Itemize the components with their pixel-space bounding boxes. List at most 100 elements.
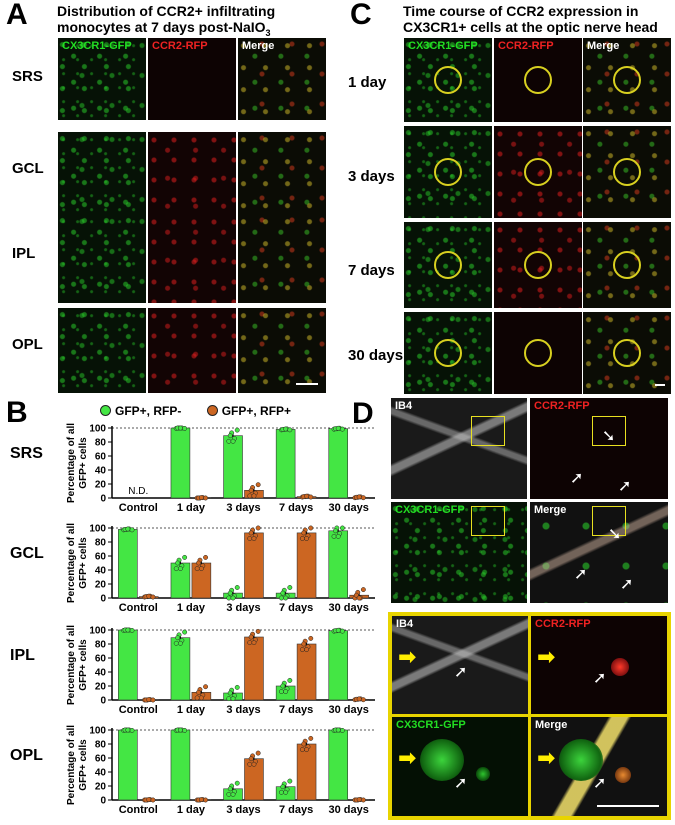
y-axis-label: GFP+ cells bbox=[78, 437, 89, 489]
sample-dot bbox=[198, 495, 204, 501]
sample-dot bbox=[339, 525, 345, 531]
x-tick-label: 3 days bbox=[226, 502, 260, 514]
sample-dot bbox=[230, 696, 236, 702]
bar-gfp-rfp-neg bbox=[328, 630, 349, 701]
sample-dot bbox=[335, 727, 341, 733]
panel-b-letter: B bbox=[6, 396, 28, 429]
zoom-box bbox=[471, 416, 505, 446]
panel-c-row-label: 3 days bbox=[348, 168, 395, 185]
sample-dot bbox=[280, 784, 286, 790]
sample-dot bbox=[226, 696, 232, 702]
sample-dot bbox=[173, 640, 179, 646]
nd-annotation: N.D. bbox=[128, 486, 148, 497]
panel-c-column-label: Merge bbox=[587, 40, 620, 52]
legend-green-dot bbox=[100, 405, 111, 416]
sample-dot bbox=[332, 528, 338, 534]
x-tick-label: 30 days bbox=[329, 704, 369, 716]
chart-row-label: OPL bbox=[10, 747, 43, 764]
sample-dot bbox=[125, 526, 131, 532]
bar-gfp-rfp-neg bbox=[118, 629, 138, 701]
zoom-box bbox=[592, 416, 626, 446]
sample-dot bbox=[196, 560, 202, 566]
bar-gfp-rfp-neg bbox=[275, 429, 296, 499]
sample-dot bbox=[194, 566, 200, 572]
scale-bar bbox=[597, 805, 659, 807]
sample-dot bbox=[251, 640, 257, 646]
sample-dot bbox=[182, 425, 188, 431]
sample-dot bbox=[248, 487, 254, 493]
sample-dot bbox=[308, 635, 314, 641]
sample-dot bbox=[304, 536, 310, 541]
sample-dot bbox=[283, 595, 289, 601]
y-tick-label: 0 bbox=[100, 494, 106, 505]
sample-dot bbox=[360, 797, 366, 803]
panel-a-image-tile bbox=[238, 132, 326, 221]
sample-dot bbox=[251, 536, 257, 541]
zoom-box bbox=[592, 506, 626, 536]
y-tick-label: 20 bbox=[95, 782, 107, 793]
sample-dot bbox=[173, 566, 179, 572]
sample-dot bbox=[125, 727, 131, 733]
yellow-arrow-icon: ➡ bbox=[537, 745, 556, 770]
sample-dot bbox=[356, 595, 362, 601]
sample-dot bbox=[226, 791, 232, 797]
y-tick-label: 20 bbox=[95, 480, 107, 491]
yellow-arrow-icon: ➡ bbox=[398, 644, 417, 669]
sample-dot bbox=[175, 635, 181, 641]
x-tick-label: Control bbox=[119, 704, 158, 716]
yellow-arrow-icon: ➡ bbox=[537, 644, 556, 669]
panel-b-legend: GFP+, RFP- GFP+, RFP+ bbox=[100, 404, 291, 418]
rfp-cell bbox=[611, 658, 629, 676]
zoom-box bbox=[471, 506, 505, 536]
sample-dot bbox=[125, 627, 131, 633]
y-axis-label: GFP+ cells bbox=[78, 537, 89, 589]
panel-a-image-tile bbox=[148, 132, 236, 221]
sample-dot bbox=[360, 495, 366, 501]
sample-dot bbox=[301, 641, 307, 647]
bar-gfp-rfp-pos bbox=[296, 643, 317, 701]
panel-a-image-tile bbox=[58, 308, 146, 393]
panel-a-row-label: SRS bbox=[12, 68, 43, 85]
y-tick-label: 80 bbox=[95, 740, 107, 751]
x-tick-label: 1 day bbox=[177, 704, 206, 716]
panel-c-image-tile: CCR2-RFP bbox=[494, 38, 582, 122]
merged-cell bbox=[559, 739, 603, 781]
y-axis-label: GFP+ cells bbox=[78, 739, 89, 791]
sample-dot bbox=[255, 525, 261, 531]
sample-dot bbox=[230, 595, 236, 601]
bar-gfp-rfp-neg bbox=[328, 530, 349, 599]
sample-dot bbox=[339, 628, 345, 634]
sample-dot bbox=[129, 727, 135, 733]
bar-gfp-rfp-neg bbox=[223, 435, 243, 499]
x-tick-label: 30 days bbox=[329, 602, 369, 614]
sample-dot bbox=[234, 684, 240, 690]
optic-nerve-head-ring bbox=[524, 66, 552, 94]
d-zoom-ccr2-image: CCR2-RFP ➡ ➚ bbox=[531, 616, 667, 714]
panel-d-letter: D bbox=[352, 397, 374, 430]
sample-dot bbox=[278, 689, 284, 695]
y-tick-label: 0 bbox=[100, 594, 106, 605]
scale-bar bbox=[296, 383, 318, 385]
sample-dot bbox=[299, 747, 305, 753]
y-tick-label: 100 bbox=[89, 524, 106, 535]
sample-dot bbox=[247, 640, 253, 646]
y-tick-label: 0 bbox=[100, 796, 106, 807]
d-top-gfp-image: CX3CR1-GFP bbox=[391, 502, 527, 603]
legend-orange-dot bbox=[206, 405, 218, 416]
bar-gfp-rfp-neg bbox=[118, 529, 138, 599]
sample-dot bbox=[308, 494, 314, 500]
sample-dot bbox=[182, 629, 188, 635]
chart-row-label: GCL bbox=[10, 545, 44, 562]
optic-nerve-head-ring bbox=[434, 251, 462, 279]
chart-row-label: IPL bbox=[10, 647, 35, 664]
sample-dot bbox=[150, 594, 156, 600]
x-tick-label: 30 days bbox=[329, 804, 369, 816]
sample-dot bbox=[175, 560, 181, 566]
panel-c-image-tile bbox=[583, 222, 671, 308]
sample-dot bbox=[280, 683, 286, 689]
sample-dot bbox=[287, 677, 293, 683]
y-tick-label: 100 bbox=[89, 424, 106, 435]
y-tick-label: 100 bbox=[89, 626, 106, 637]
legend-item-gfp-rfp-pos: GFP+, RFP+ bbox=[206, 404, 291, 418]
sample-dot bbox=[198, 566, 204, 572]
